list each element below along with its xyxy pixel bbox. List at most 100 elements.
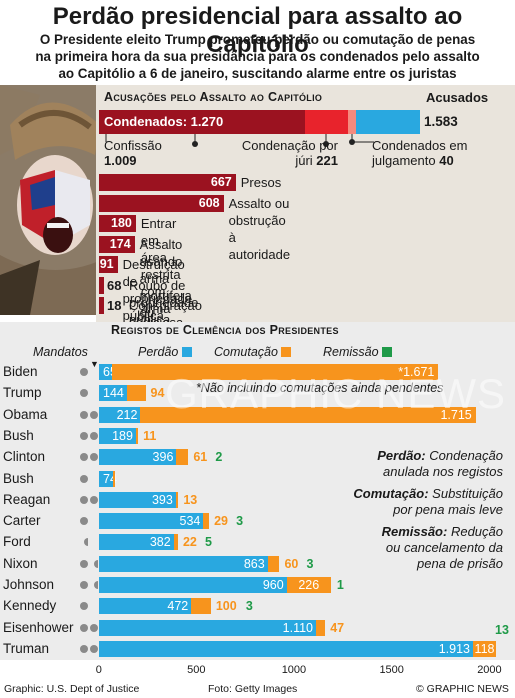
jury-value: 221 [316, 153, 338, 168]
commutation-bar [175, 491, 179, 508]
definition-remission: Remissão: Redução ou cancelamento da pen… [382, 524, 503, 572]
commutation-value: 94 [150, 386, 165, 401]
president-name: Clinton [3, 449, 46, 465]
subtitle-line-1: O Presidente eleito Trump prometeu perdã… [39, 32, 476, 47]
pardon-bar: 189 [99, 427, 136, 444]
commutation-value: 47 [330, 620, 345, 635]
pardon-bar: 74 [99, 470, 117, 487]
term-half-dot [94, 581, 98, 589]
pending-label: Condenados em julgamento [372, 138, 468, 168]
president-name: Bush [3, 470, 34, 486]
term-half-dot [84, 538, 88, 547]
legend-commutation-swatch [281, 347, 292, 357]
charges-header: Acusações pelo Assalto ao Capitólio [104, 90, 323, 104]
term-half-dot [94, 559, 98, 568]
term-dot [80, 602, 88, 611]
president-name: Johnson [3, 577, 55, 592]
callout-leaders [105, 134, 374, 147]
charge-bar: 667 [99, 174, 236, 191]
plea-segment [99, 110, 305, 134]
jury-callout: Condenação por júri 221 [228, 138, 338, 168]
term-dot [80, 431, 88, 440]
remission-value: 3 [236, 514, 244, 529]
charge-bar: 68 [99, 276, 104, 294]
definition-remission-term: Remissão: [381, 524, 448, 539]
charge-bar-value: 18 [107, 298, 122, 313]
pending-note: *Não incluindo comutações ainda pendente… [196, 381, 444, 395]
definition-pardon: Perdão: Condenação anulada nos registos [377, 448, 503, 480]
pending-segment [348, 110, 356, 134]
legend-commutation: Comutação [214, 345, 292, 359]
commutation-bar [127, 385, 146, 402]
legend-pardon-label: Perdão [138, 345, 179, 359]
definition-commutation-text2: por pena mais leve [393, 502, 503, 517]
commutation-value: 100 [215, 599, 237, 614]
term-dot [80, 581, 88, 589]
charge-bar-value: 68 [107, 277, 122, 293]
pardon-bar: 144 [99, 385, 128, 402]
charge-bar: 180 [99, 215, 136, 232]
remission-value: 3 [306, 556, 314, 571]
remission-value: 1 [336, 578, 344, 592]
legend-remission: Remissão [323, 345, 393, 359]
president-name: Eisenhower [3, 619, 74, 635]
source-credit: Graphic: U.S. Dept of Justice [4, 683, 140, 695]
term-dot [90, 623, 98, 632]
rioter-photo [0, 85, 112, 315]
term-dot [80, 453, 88, 462]
jury-label: Condenação por júri [241, 138, 338, 168]
term-dot [80, 368, 88, 376]
charge-label: Destruição de propriedade pública [122, 257, 193, 323]
legend-commutation-label: Comutação [214, 345, 278, 359]
term-dot [90, 495, 98, 504]
unconvicted-segment [356, 110, 420, 134]
charge-label: Presos [240, 175, 282, 190]
remission-value: 5 [204, 535, 212, 550]
x-tick-label: 0 [95, 664, 102, 676]
definition-commutation-term: Comutação: [353, 486, 429, 501]
pardon-bar: 212 [99, 406, 141, 423]
commutation-value: 29 [214, 514, 228, 529]
x-tick-label: 2000 [477, 664, 502, 676]
watermark: GRAPHIC NEWS [165, 370, 507, 417]
pardon-bar: 65 [99, 364, 117, 380]
legend-remission-swatch [382, 347, 393, 357]
term-dot [80, 495, 88, 504]
pardon-bar: 1.110 [99, 619, 316, 636]
commutation-bar [135, 427, 139, 444]
pardon-bar: 382 [99, 534, 174, 551]
term-dot [90, 431, 98, 440]
charge-bar: 608 [99, 194, 224, 212]
pardon-bar: 960 [99, 577, 287, 593]
clemency-header: Registos de Clemência dos Presidentes [111, 323, 339, 337]
commutation-bar [267, 555, 280, 572]
president-name: Biden [3, 364, 38, 379]
president-name: Reagan [3, 491, 51, 507]
commutation-bar [191, 598, 211, 615]
definition-commutation: Comutação: Substituição por pena mais le… [353, 486, 503, 518]
pardon-bar: 1.913 [99, 640, 473, 657]
commutation-value: 61 [193, 450, 208, 465]
commutation-value: 60 [284, 556, 299, 571]
accused-label: Acusados [426, 90, 489, 105]
term-dot [80, 389, 88, 398]
charge-bar: 174 [99, 235, 135, 253]
definition-pardon-text2: anulada nos registos [383, 464, 503, 479]
definition-pardon-text1: Condenação [429, 448, 503, 463]
definition-remission-text2: ou cancelamento da [385, 540, 503, 555]
remission-value: 3 [245, 599, 253, 614]
term-dot [80, 644, 88, 653]
commutation-value: 13 [183, 492, 198, 507]
plea-value: 1.009 [104, 153, 137, 168]
president-name: Obama [3, 406, 48, 422]
photo-credit: Foto: Getty Images [208, 683, 298, 695]
pardon-bar: 396 [99, 449, 177, 466]
term-dot [80, 517, 88, 526]
pending-value: 40 [439, 153, 454, 168]
definition-remission-text1: Redução [450, 524, 503, 539]
pardon-bar: 472 [99, 598, 192, 615]
legend-pardon: Perdão [138, 345, 192, 359]
pardon-bar: 393 [99, 491, 176, 508]
pardon-bar: 534 [99, 513, 204, 530]
page-title: Perdão presidencial para assalto ao Capi… [52, 3, 463, 58]
